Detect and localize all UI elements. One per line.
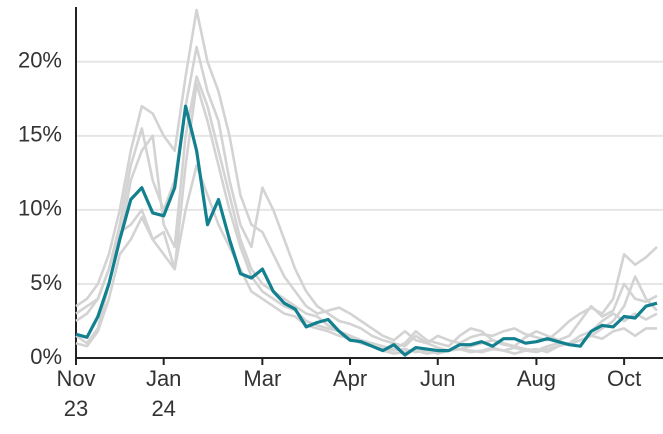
x-tick-label: Aug [516,366,556,391]
x-tick-label: Oct [606,366,642,391]
series-line [75,104,658,357]
x-tick-label: Mar [243,366,282,391]
series-line [75,8,658,345]
y-tick-label: 5% [30,270,62,295]
y-tick-label: 0% [30,344,62,369]
x-tick-label: Jan 24 [145,366,182,421]
x-tick-label: Apr [332,366,368,391]
x-tick-label: Jun [420,366,456,391]
y-tick-label: 15% [18,122,62,147]
x-tick-label: Nov 23 [56,366,96,421]
y-tick-label: 10% [18,196,62,221]
y-tick-label: 20% [18,48,62,73]
series-line [75,45,658,352]
